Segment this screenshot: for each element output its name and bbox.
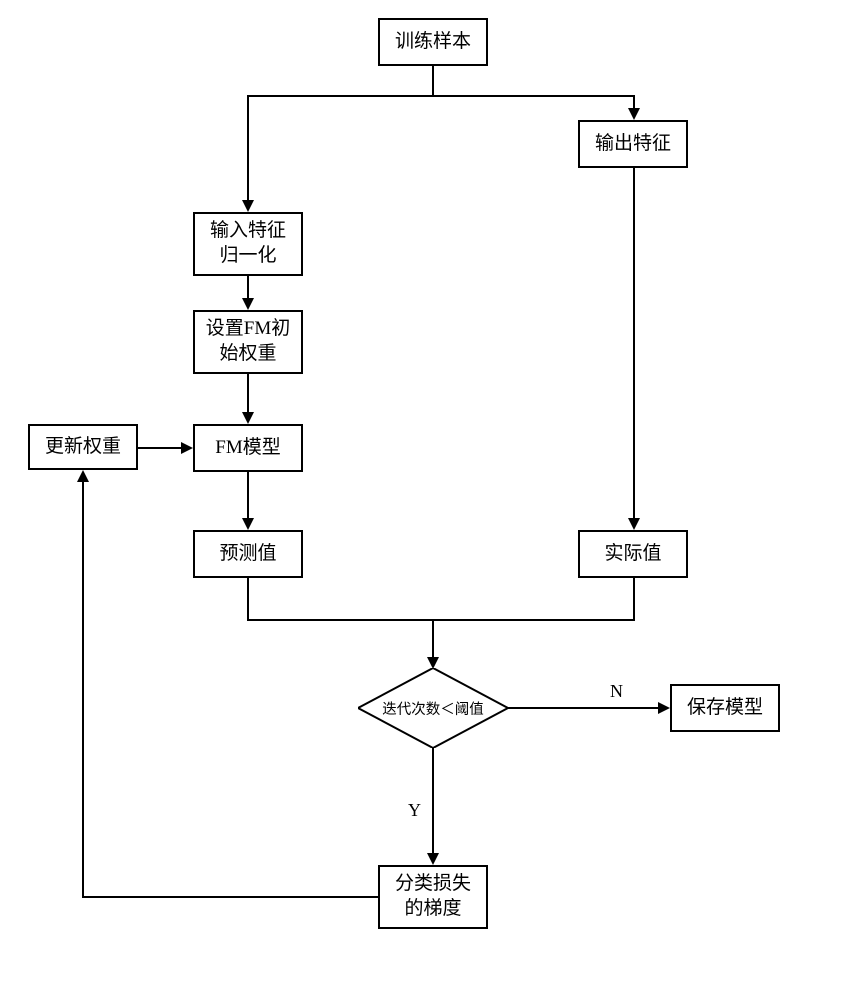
node-input-norm: 输入特征 归一化 (193, 212, 303, 276)
label: 更新权重 (45, 435, 121, 460)
node-decision: 迭代次数＜阈值 (358, 668, 508, 748)
edge (82, 896, 378, 898)
arrow-icon (427, 657, 439, 669)
edge (633, 168, 635, 520)
edge (247, 276, 249, 300)
edge (247, 619, 635, 621)
node-train-samples: 训练样本 (378, 18, 488, 66)
edge-label-yes: Y (408, 800, 421, 821)
arrow-icon (658, 702, 670, 714)
arrow-icon (181, 442, 193, 454)
edge (508, 707, 660, 709)
label: 分类损失 的梯度 (395, 872, 471, 921)
label: 设置FM初 始权重 (206, 317, 290, 366)
edge (82, 482, 84, 898)
label: 实际值 (604, 542, 661, 567)
node-actual: 实际值 (578, 530, 688, 578)
edge (138, 447, 183, 449)
label: 输入特征 归一化 (210, 219, 286, 268)
node-fm-model: FM模型 (193, 424, 303, 472)
edge (247, 578, 249, 620)
node-set-fm-weights: 设置FM初 始权重 (193, 310, 303, 374)
edge-label-no: N (610, 681, 623, 702)
arrow-icon (628, 518, 640, 530)
node-gradient: 分类损失 的梯度 (378, 865, 488, 929)
edge (432, 619, 434, 659)
label: 训练样本 (395, 30, 471, 55)
edge (247, 374, 249, 414)
label: 输出特征 (595, 132, 671, 157)
edge (633, 578, 635, 620)
label: 保存模型 (687, 696, 763, 721)
node-output-features: 输出特征 (578, 120, 688, 168)
arrow-icon (628, 108, 640, 120)
arrow-icon (77, 470, 89, 482)
arrow-icon (242, 298, 254, 310)
node-save-model: 保存模型 (670, 684, 780, 732)
arrow-icon (427, 853, 439, 865)
edge (432, 748, 434, 855)
node-update-weights: 更新权重 (28, 424, 138, 470)
edge (247, 95, 635, 97)
label: 预测值 (219, 542, 276, 567)
label: 迭代次数＜阈值 (382, 698, 484, 719)
edge (247, 95, 249, 202)
arrow-icon (242, 412, 254, 424)
label: FM模型 (215, 436, 280, 461)
arrow-icon (242, 200, 254, 212)
node-predicted: 预测值 (193, 530, 303, 578)
arrow-icon (242, 518, 254, 530)
edge (432, 66, 434, 96)
edge (247, 472, 249, 520)
